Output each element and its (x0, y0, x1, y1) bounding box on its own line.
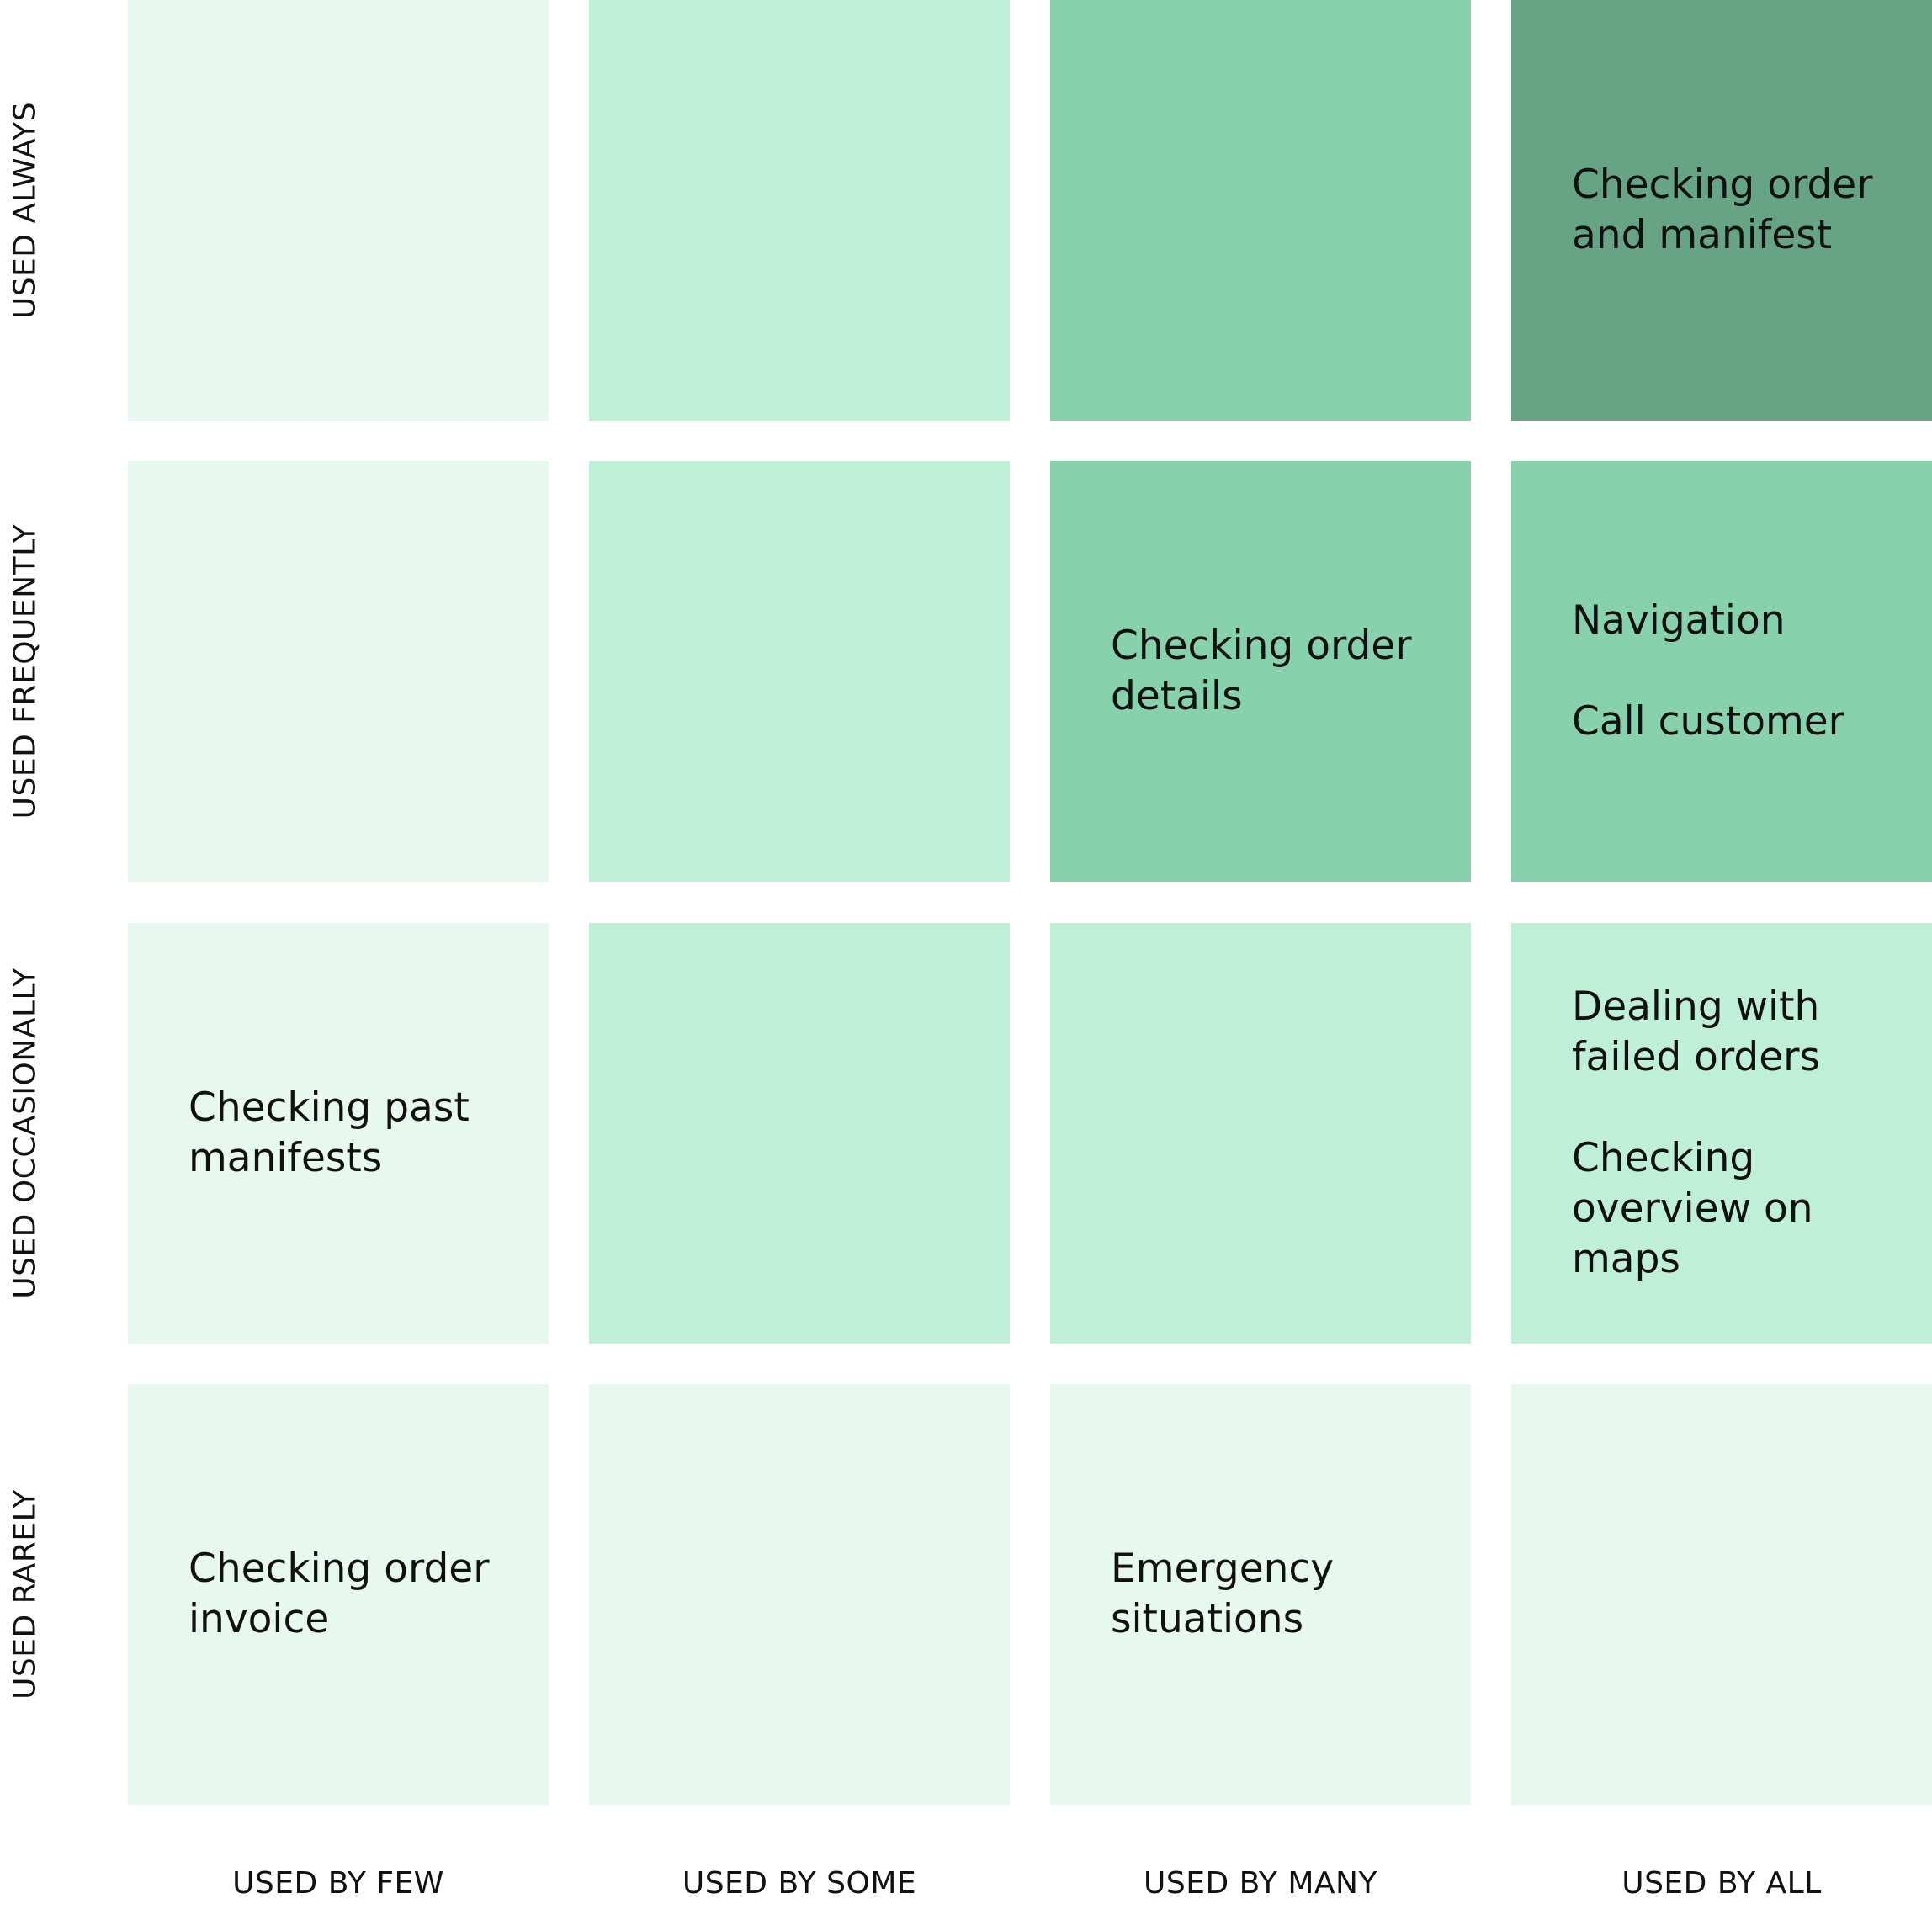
cell-content: Emergency situations (1111, 1384, 1454, 1805)
cell-item: Checking order invoice (188, 1546, 490, 1642)
matrix-cell: Checking order invoice (128, 1384, 549, 1805)
cell-item: Call customer (1572, 698, 1844, 745)
matrix-cell (589, 461, 1010, 882)
cell-item: Checking overview on maps (1572, 1135, 1813, 1282)
column-label: USED BY ALL (1622, 1866, 1822, 1901)
row-label-text: USED FREQUENTLY (8, 523, 43, 819)
cell-content: Dealing with failed orders Checking overvie… (1572, 923, 1915, 1344)
cell-content: Navigation Call customer (1572, 461, 1915, 882)
matrix-cell (1050, 923, 1471, 1344)
matrix-cell: Dealing with failed orders Checking overvie… (1511, 923, 1932, 1344)
matrix-cell (1511, 1384, 1932, 1805)
matrix-cell: Checking order details (1050, 461, 1471, 882)
cell-item: Dealing with failed orders (1572, 984, 1820, 1080)
cell-content: Checking order invoice (188, 1384, 532, 1805)
row-label-text: USED ALWAYS (8, 101, 43, 320)
matrix-cell (589, 923, 1010, 1344)
row-label: USED FREQUENTLY (0, 461, 50, 882)
cell-item: Navigation (1572, 597, 1786, 644)
matrix-cell: Checking order and manifest (1511, 0, 1932, 421)
cell-content: Checking past manifests (188, 923, 532, 1344)
matrix-cell (589, 1384, 1010, 1805)
matrix-cell: Checking past manifests (128, 923, 549, 1344)
matrix-cell (589, 0, 1010, 421)
column-label: USED BY SOME (682, 1866, 917, 1901)
matrix-cell (1050, 0, 1471, 421)
row-label: USED OCCASIONALLY (0, 923, 50, 1344)
matrix-cell: Emergency situations (1050, 1384, 1471, 1805)
row-label: USED ALWAYS (0, 0, 50, 421)
cell-item: Checking order details (1111, 623, 1412, 719)
column-label: USED BY FEW (232, 1866, 444, 1901)
cell-item: Checking order and manifest (1572, 162, 1873, 258)
row-label-text: USED OCCASIONALLY (8, 968, 43, 1299)
matrix-cell (128, 0, 549, 421)
matrix-cell (128, 461, 549, 882)
row-label: USED RARELY (0, 1384, 50, 1805)
cell-item: Checking past manifests (188, 1084, 470, 1181)
cell-content: Checking order details (1111, 461, 1454, 882)
cell-content: Checking order and manifest (1572, 0, 1915, 421)
matrix-cell: Navigation Call customer (1511, 461, 1932, 882)
row-label-text: USED RARELY (8, 1489, 43, 1700)
column-label: USED BY MANY (1144, 1866, 1377, 1901)
cell-item: Emergency situations (1111, 1546, 1335, 1642)
